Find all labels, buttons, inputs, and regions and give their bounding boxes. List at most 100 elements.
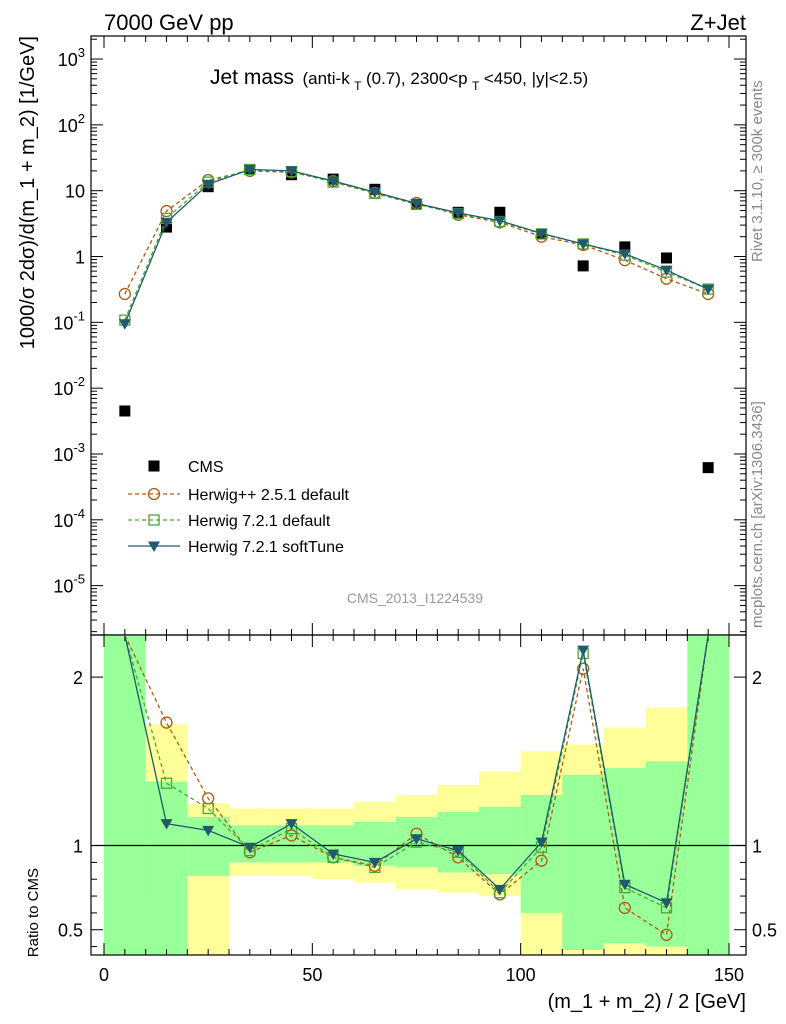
- data-point: [118, 287, 131, 301]
- data-point: [577, 239, 590, 250]
- data-point: [661, 252, 672, 264]
- ratio-point: [452, 846, 465, 857]
- ratio-point: [285, 819, 298, 830]
- ratio-series-line: [124, 635, 709, 936]
- header-left: 7000 GeV pp: [104, 10, 234, 35]
- y-tick-label: 10-3: [53, 440, 85, 465]
- ratio-frame: [90, 634, 747, 956]
- y-tick-label: 10-4: [53, 506, 85, 531]
- ratio-point: [160, 819, 173, 830]
- data-point: [619, 241, 631, 253]
- y-tick-label: 10-5: [53, 572, 85, 597]
- data-point: [285, 166, 298, 177]
- data-point: [327, 176, 340, 188]
- x-tick-label: 0: [99, 965, 109, 985]
- x-tick-label: 150: [714, 965, 744, 985]
- plot-title-tail: <450, |y|<2.5): [484, 69, 588, 88]
- ratio-point: [160, 716, 173, 729]
- y-tick-label: 1: [75, 248, 85, 268]
- rivet-label: Rivet 3.1.10, ≥ 300k events: [749, 80, 766, 262]
- ratio-point: [535, 837, 548, 849]
- data-point: [660, 265, 673, 277]
- legend-marker: [148, 541, 160, 552]
- legend-marker: [148, 514, 160, 526]
- ratio-series-2: [124, 635, 709, 909]
- green-band-bin: [187, 816, 229, 876]
- ratio-point: [285, 829, 298, 842]
- ratio-y-tick-label: 0.5: [58, 921, 83, 941]
- ratio-point: [577, 662, 590, 675]
- data-point: [535, 228, 548, 240]
- analysis-watermark: CMS_2013_I1224539: [347, 590, 483, 606]
- plot-title-mid: (0.7), 2300<p: [366, 69, 468, 88]
- data-point: [118, 319, 131, 330]
- green-band-bin: [479, 806, 521, 875]
- ratio-y-tick-label-right: 1: [752, 837, 762, 857]
- green-band-bin: [562, 774, 604, 950]
- ratio-point: [368, 857, 381, 869]
- legend-marker: [147, 487, 161, 501]
- data-point: [493, 216, 506, 227]
- x-tick-label: 100: [506, 965, 536, 985]
- data-point: [160, 204, 173, 218]
- ratio-y-tick-label-right: 2: [752, 668, 762, 688]
- header-right: Z+Jet: [690, 10, 746, 35]
- y-axis-label: 1000/σ 2dσ)/d(m_1 + m_2) [1/GeV]: [17, 36, 39, 349]
- green-band-bin: [645, 761, 688, 947]
- legend: CMS Herwig++ 2.5.1 default Herwig 7.2.1 de…: [128, 459, 350, 556]
- legend-marker: [148, 460, 160, 472]
- plot-title-sub2: T: [472, 79, 480, 93]
- y-tick-label: 102: [58, 111, 85, 136]
- green-band-bin: [270, 825, 313, 863]
- ratio-point: [202, 825, 215, 837]
- ratio-point: [660, 898, 673, 909]
- ratio-point: [577, 645, 590, 657]
- data-point: [618, 249, 631, 260]
- ratio-y-tick-label: 2: [73, 668, 83, 688]
- green-band-bin: [145, 781, 188, 955]
- ratio-y-axis-label: Ratio to CMS: [25, 868, 42, 957]
- ratio-point: [660, 928, 673, 941]
- data-point: [202, 179, 215, 191]
- ratio-point: [160, 777, 173, 789]
- legend-label: Herwig 7.2.1 default: [188, 513, 331, 530]
- green-band-bin: [604, 768, 646, 944]
- data-point: [577, 260, 589, 272]
- plot-title-rest: (anti-k: [302, 69, 350, 88]
- data-point: [368, 187, 381, 199]
- legend-label: CMS: [188, 459, 224, 476]
- y-tick-label: 10-1: [53, 308, 85, 333]
- green-band-bin: [104, 635, 146, 955]
- mcplots-label: mcplots.cern.ch [arXiv:1306.3436]: [749, 401, 766, 628]
- ratio-point: [202, 802, 214, 815]
- plot-title: Jet mass (anti-k T (0.7), 2300<p T <450,…: [210, 66, 588, 94]
- data-point: [119, 405, 131, 417]
- ratio-y-tick-label: 1: [73, 837, 83, 857]
- y-tick-label: 10-2: [53, 374, 85, 399]
- series-0: [119, 163, 714, 474]
- ratio-point: [618, 901, 631, 914]
- x-tick-label: 50: [302, 965, 322, 985]
- green-band-bin: [520, 795, 563, 913]
- data-point: [243, 164, 256, 176]
- green-band-bin: [687, 635, 729, 955]
- plot-title-main: Jet mass: [210, 66, 294, 89]
- data-point: [702, 462, 714, 474]
- x-axis-label: (m_1 + m_2) / 2 [GeV]: [548, 991, 746, 1013]
- data-point: [702, 284, 715, 296]
- series-3: [118, 164, 715, 330]
- legend-label: Herwig 7.2.1 softTune: [188, 539, 344, 556]
- ratio-point: [535, 854, 548, 867]
- ratio-y-tick-label-right: 0.5: [752, 921, 777, 941]
- ratio-point: [327, 849, 340, 860]
- y-tick-label: 103: [58, 45, 85, 70]
- legend-label: Herwig++ 2.5.1 default: [188, 487, 350, 504]
- ratio-panel: 0 50 100 150 0.5 0.5 1 1 2 2 Ratio to CMS (m_1 + m_…: [25, 634, 777, 1013]
- data-point: [160, 217, 173, 229]
- plot-title-sub1: T: [354, 79, 362, 93]
- data-point: [494, 206, 506, 218]
- data-point: [410, 198, 423, 210]
- ratio-point: [410, 834, 423, 845]
